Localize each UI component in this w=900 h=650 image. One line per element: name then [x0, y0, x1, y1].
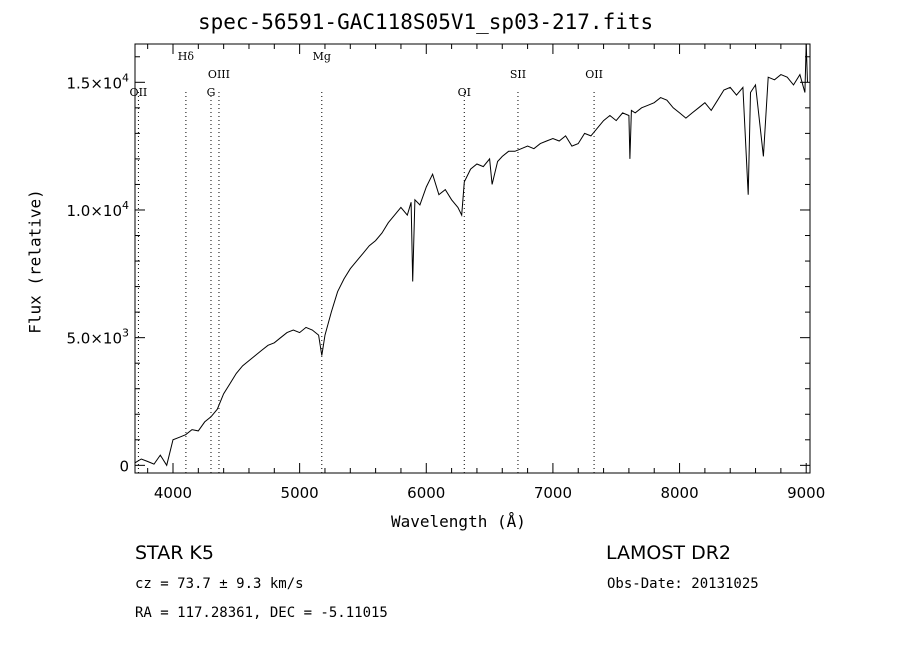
tick-labels: 4000 5000 6000 7000 8000 9000 0 5.0×103 1.0×104 1…	[66, 71, 825, 502]
obs-date: Obs-Date: 20131025	[607, 576, 759, 592]
chart-title: spec-56591-GAC118S05V1_sp03-217.fits	[198, 10, 654, 34]
line-marker-label: Hδ	[178, 50, 195, 63]
x-tick-label: 4000	[154, 484, 192, 502]
y-tick-label: 5.0×103	[66, 327, 129, 348]
y-tick-label: 1.5×104	[66, 71, 129, 92]
axis-ticks	[135, 44, 810, 473]
object-class: STAR K5	[135, 542, 214, 564]
y-axis-label: Flux (relative)	[25, 189, 45, 334]
line-marker-label: Mg	[313, 50, 331, 63]
x-tick-label: 9000	[787, 484, 825, 502]
x-tick-label: 6000	[407, 484, 445, 502]
line-marker-label: OII	[130, 86, 148, 99]
survey-name: LAMOST DR2	[606, 542, 731, 564]
x-tick-label: 5000	[281, 484, 319, 502]
y-tick-label: 0	[119, 457, 129, 475]
redshift-line: cz = 73.7 ± 9.3 km/s	[135, 576, 304, 592]
spectrum-series	[134, 43, 808, 467]
y-tick-label: 1.0×104	[66, 199, 129, 220]
spectrum-line	[134, 43, 808, 467]
radec-line: RA = 117.28361, DEC = -5.11015	[135, 605, 388, 621]
line-annotations: OII Hδ G OIII Mg OI OII SII	[130, 50, 603, 473]
x-tick-label: 8000	[660, 484, 698, 502]
x-axis-label: Wavelength (Å)	[391, 512, 526, 531]
x-tick-label: 7000	[534, 484, 572, 502]
line-marker-label: SII	[510, 68, 526, 81]
line-marker-label: OII	[585, 68, 603, 81]
line-marker-label: OI	[458, 86, 471, 99]
plot-border	[134, 43, 811, 474]
plot-frame	[134, 43, 811, 474]
line-marker-label: OIII	[208, 68, 230, 81]
line-marker-label: G	[207, 86, 216, 99]
